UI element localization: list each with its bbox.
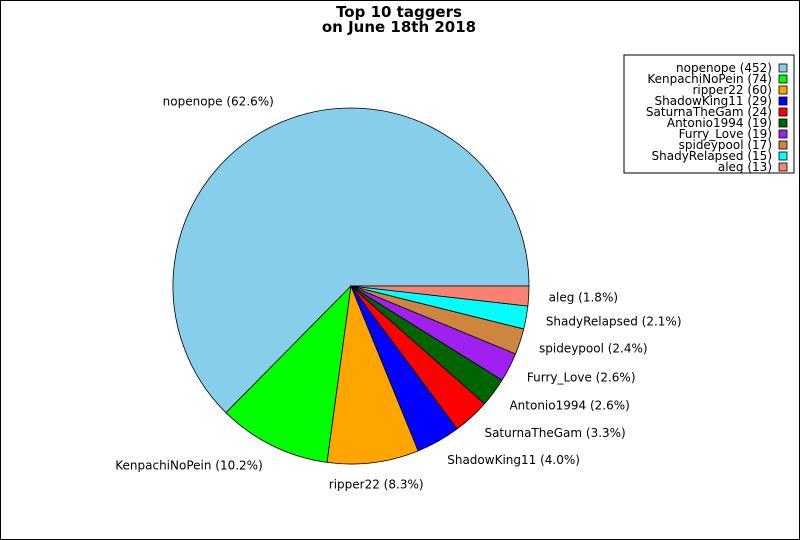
legend-swatch-ripper22 (778, 85, 788, 95)
slice-label-spideypool: spideypool (2.4%) (539, 341, 648, 355)
legend-swatch-furry_love (778, 129, 788, 139)
legend-swatch-shadyrelapsed (778, 151, 788, 161)
pie-slice-nopenope (172, 107, 530, 414)
legend-label-nopenope: nopenope (452) (676, 61, 772, 75)
legend-label-shadowking11: ShadowKing11 (29) (655, 94, 773, 108)
legend-label-kenpachinopein: KenpachiNoPein (74) (647, 72, 772, 86)
slice-label-aleg: aleg (1.8%) (549, 290, 618, 304)
slice-label-ripper22: ripper22 (8.3%) (329, 477, 424, 491)
legend-label-saturnathegam: SaturnaTheGam (24) (646, 105, 772, 119)
legend-swatch-nopenope (778, 63, 788, 73)
chart-title-line-2: on June 18th 2018 (322, 18, 476, 36)
slice-label-kenpachinopein: KenpachiNoPein (10.2%) (115, 458, 263, 472)
legend-label-shadyrelapsed: ShadyRelapsed (15) (652, 149, 772, 163)
pie-slice-kenpachinopein (225, 284, 352, 463)
legend-label-ripper22: ripper22 (60) (692, 83, 772, 97)
slice-label-antonio1994: Antonio1994 (2.6%) (509, 398, 629, 412)
legend-swatch-kenpachinopein (778, 74, 788, 84)
slice-label-shadyrelapsed: ShadyRelapsed (2.1%) (546, 314, 682, 328)
legend-label-spideypool: spideypool (17) (679, 138, 772, 152)
legend-swatch-antonio1994 (778, 118, 788, 128)
slice-label-saturnathegam: SaturnaTheGam (3.3%) (484, 426, 625, 440)
legend-swatch-saturnathegam (778, 107, 788, 117)
legend-label-furry_love: Furry_Love (19) (679, 127, 772, 141)
slice-label-furry_love: Furry_Love (2.6%) (527, 370, 636, 384)
pie-slice-ripper22 (326, 284, 419, 465)
legend-label-aleg: aleg (13) (718, 160, 772, 174)
legend: nopenope (452)KenpachiNoPein (74)ripper2… (623, 54, 795, 174)
pie-slice-aleg (350, 285, 530, 307)
legend-swatch-shadowking11 (778, 96, 788, 106)
chart-title-line-1: Top 10 taggers (336, 3, 462, 21)
legend-swatch-spideypool (778, 140, 788, 150)
legend-box (623, 54, 795, 174)
slice-label-shadowking11: ShadowKing11 (4.0%) (447, 453, 580, 467)
slice-label-nopenope: nopenope (62.6%) (163, 94, 274, 108)
legend-swatch-aleg (778, 162, 788, 172)
legend-label-antonio1994: Antonio1994 (19) (667, 116, 772, 130)
